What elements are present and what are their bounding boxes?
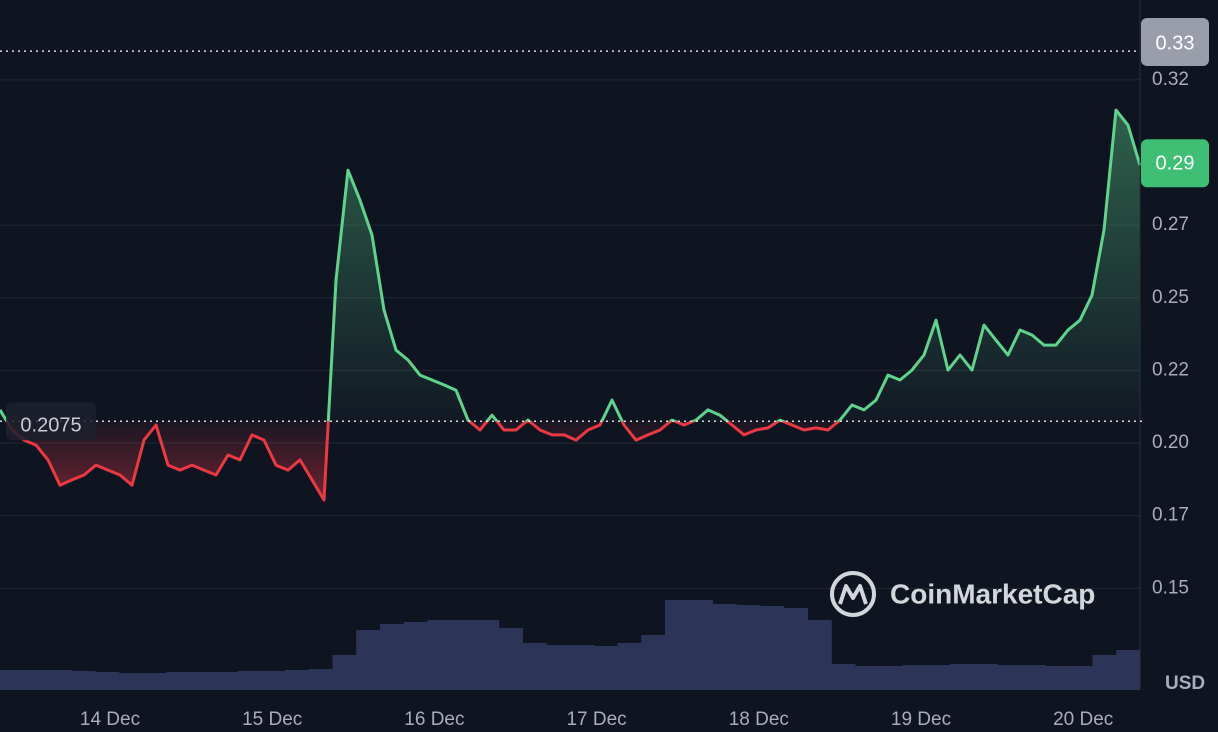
volume-bar: [593, 646, 618, 690]
volume-bar: [1021, 665, 1046, 690]
volume-bar: [712, 604, 737, 690]
x-tick-label: 19 Dec: [891, 709, 951, 730]
volume-bar: [760, 606, 785, 690]
volume-bar: [617, 643, 642, 690]
volume-bar: [23, 670, 48, 690]
volume-bar: [570, 645, 595, 690]
volume-bar: [213, 672, 238, 690]
y-tick-label: 0.17: [1152, 505, 1189, 526]
volume-bar: [641, 635, 666, 690]
volume-bar: [1045, 666, 1070, 690]
volume: [0, 600, 1141, 690]
high-label: 0.33: [1156, 32, 1195, 54]
x-tick-label: 15 Dec: [242, 709, 302, 730]
volume-bar: [0, 670, 25, 690]
high-badge: [1141, 18, 1209, 66]
volume-bar: [166, 672, 191, 690]
y-tick-label: 0.27: [1152, 214, 1189, 235]
logo: [830, 571, 876, 617]
volume-bar: [356, 630, 381, 690]
y-tick-label: 0.22: [1152, 359, 1189, 380]
volume-bar: [475, 620, 500, 690]
current-badge: [1141, 139, 1209, 188]
baseline-label: 0.2075: [20, 415, 81, 437]
volume-bar: [736, 605, 761, 690]
volume-bar: [855, 666, 880, 690]
price-line: [0, 108, 1142, 502]
volume-bar: [665, 600, 690, 690]
volume-bar: [973, 664, 998, 690]
unit-label: USD: [1165, 673, 1205, 694]
volume-bar: [261, 671, 286, 690]
y-tick-label: 0.15: [1152, 577, 1189, 598]
plot: [0, 108, 1142, 502]
baseline-badge: [6, 402, 96, 441]
volume-bar: [332, 655, 357, 690]
volume-bar: [546, 645, 571, 690]
x-tick-label: 18 Dec: [729, 709, 789, 730]
volume-bar: [926, 665, 951, 690]
y-tick-label: 0.32: [1152, 69, 1189, 90]
volume-bar: [71, 671, 96, 690]
volume-bar: [498, 628, 523, 690]
x-tick-label: 14 Dec: [80, 709, 140, 730]
volume-bar: [688, 600, 713, 690]
area-fill: [0, 110, 1140, 500]
volume-bar: [807, 620, 832, 690]
volume-bar: [831, 664, 856, 690]
volume-bar: [95, 672, 120, 690]
volume-bar: [427, 620, 452, 690]
volume-bar: [878, 666, 903, 690]
y-tick-label: 0.20: [1152, 432, 1189, 453]
x-tick-label: 17 Dec: [566, 709, 626, 730]
volume-bar: [403, 622, 428, 690]
current-label: 0.29: [1156, 153, 1195, 175]
volume-bar: [997, 665, 1022, 690]
y-tick-label: 0.25: [1152, 287, 1189, 308]
watermark: CoinMarketCap: [830, 571, 1095, 617]
volume-bar: [285, 670, 310, 690]
volume-bar: [950, 664, 975, 690]
volume-bar: [451, 620, 476, 690]
volume-bar: [783, 608, 808, 690]
x-tick-label: 16 Dec: [404, 709, 464, 730]
volume-bar: [522, 643, 547, 690]
watermark-text: CoinMarketCap: [890, 578, 1095, 609]
volume-bar: [118, 673, 143, 690]
volume-bar: [902, 665, 927, 690]
volume-bar: [380, 624, 405, 690]
volume-bar: [190, 672, 215, 690]
volume-bar: [47, 670, 72, 690]
volume-bar: [1116, 650, 1141, 690]
volume-bar: [237, 671, 262, 690]
logo: [838, 584, 868, 605]
volume-bar: [142, 673, 167, 690]
x-tick-label: 20 Dec: [1053, 709, 1113, 730]
overlay: 0.15 0.17 0.20 0.22 0.25 0.27 0.32 14 Dec 15 Dec…: [0, 18, 1209, 730]
volume-bar: [308, 669, 333, 690]
volume-bar: [1092, 655, 1117, 690]
volume-bar: [1068, 666, 1093, 690]
